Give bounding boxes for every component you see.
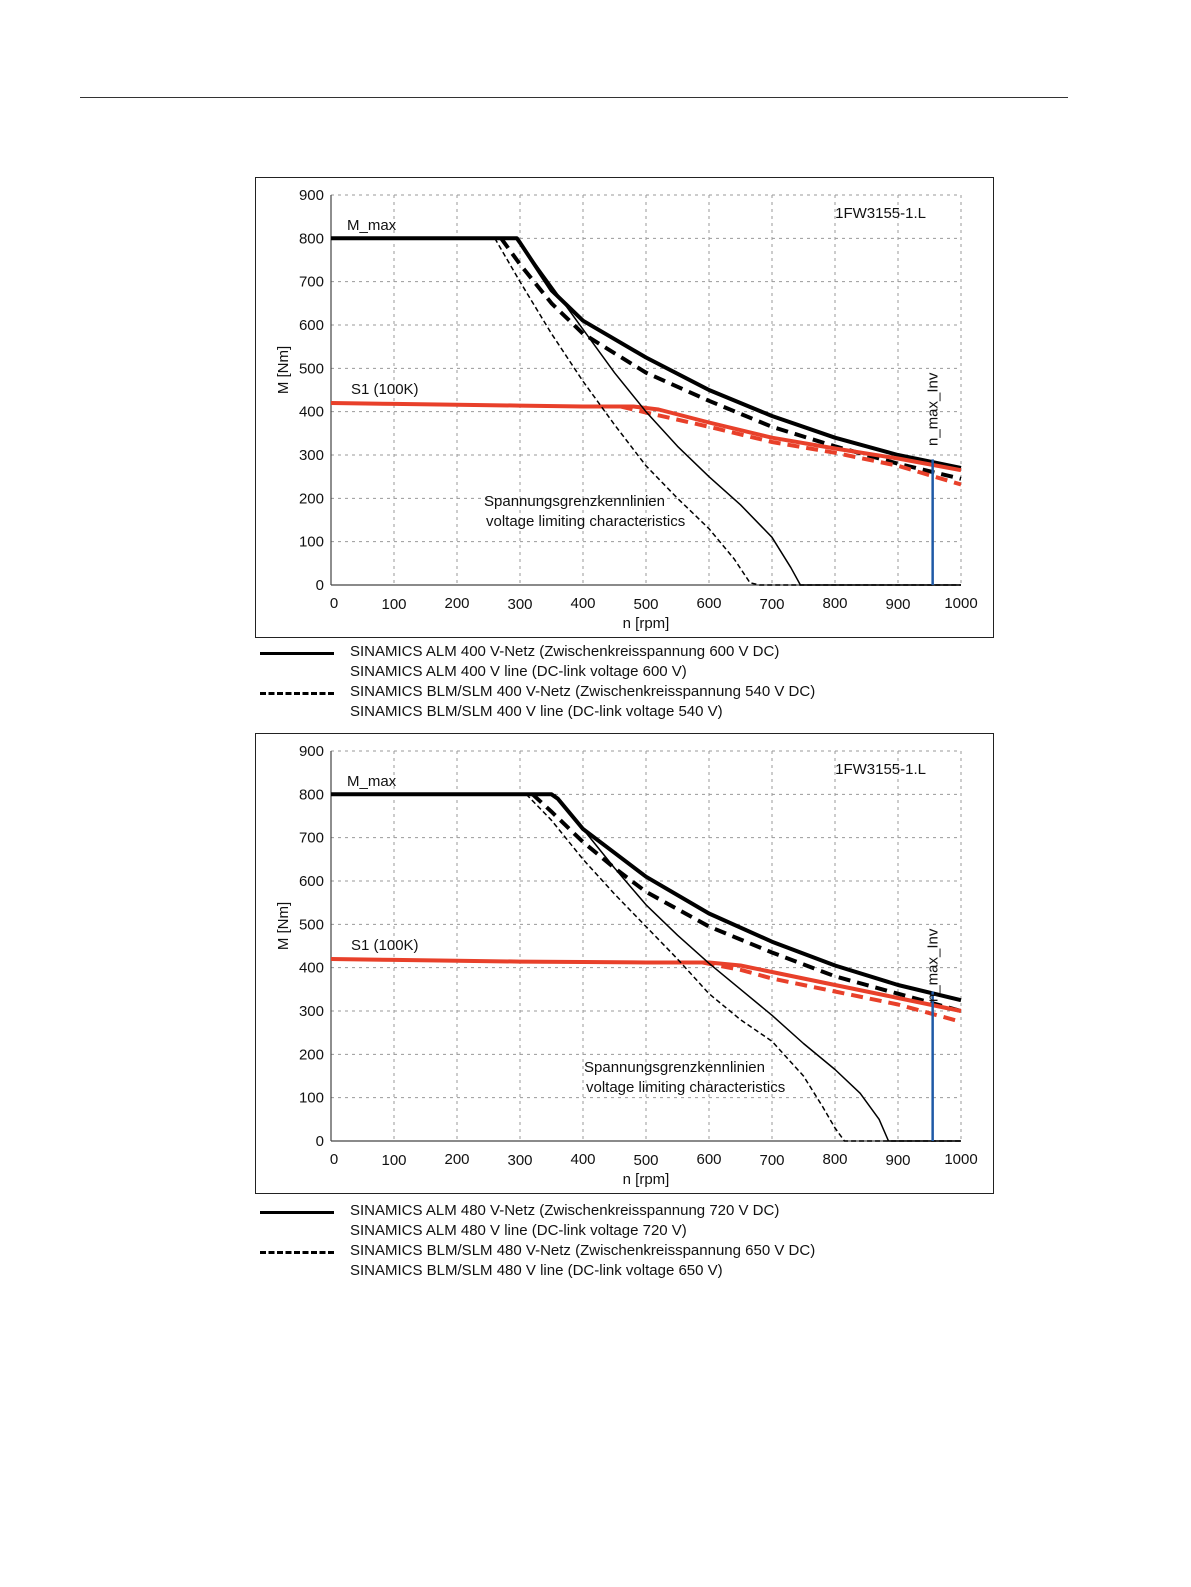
chart-legend-480v: SINAMICS ALM 480 V-Netz (Zwischenkreissp… [258,1201,958,1281]
x-tick-label: 500 [633,1152,658,1169]
n-max-label: n_max_Inv [925,372,942,446]
chart-svg: 0 100 200 300 400 500 600 700 800 900 1000 0 100 200 3… [275,743,978,1188]
x-tick-label: 300 [507,1152,532,1169]
legend-label-en: SINAMICS BLM/SLM 400 V line (DC-link vol… [350,703,723,720]
page-top-rule [80,97,1068,98]
series-blm-mmax [531,792,962,1013]
series-blm-s1 [702,960,962,1024]
series-alm-mmax [331,792,962,1003]
y-tick-label: 200 [299,1046,324,1063]
voltage-limit-label-en: voltage limiting characteristics [586,1079,785,1096]
legend-solid-line-icon [260,1211,334,1214]
y-tick-label: 100 [299,534,324,551]
legend-label-de: SINAMICS BLM/SLM 480 V-Netz (Zwischenkre… [350,1242,816,1259]
y-tick-label: 500 [299,360,324,377]
y-tick-label: 600 [299,317,324,334]
legend-entry-blm: SINAMICS BLM/SLM 480 V-Netz (Zwischenkre… [258,1241,958,1281]
x-tick-label: 200 [444,595,469,612]
y-tick-label: 700 [299,830,324,847]
x-tick-label: 0 [330,1151,338,1168]
series-alm-s1 [330,401,962,473]
y-tick-label: 900 [299,743,324,760]
x-tick-label: 600 [696,1151,721,1168]
y-axis-label: M [Nm] [275,346,292,394]
y-tick-label: 700 [299,274,324,291]
voltage-limit-label-de: Spannungsgrenzkennlinien [584,1059,765,1076]
y-tick-label: 400 [299,404,324,421]
x-tick-label: 600 [696,595,721,612]
torque-speed-chart-480v: 0 100 200 300 400 500 600 700 800 900 1000 0 100 200 3… [255,733,994,1194]
y-tick-label: 0 [316,1133,324,1150]
legend-entry-alm: SINAMICS ALM 480 V-Netz (Zwischenkreissp… [258,1201,958,1241]
x-axis-label: n [rpm] [623,615,670,632]
legend-label-de: SINAMICS ALM 480 V-Netz (Zwischenkreissp… [350,1202,780,1219]
series-blm-vlim [494,237,961,586]
legend-dashed-line-icon [260,1251,334,1254]
y-tick-label: 200 [299,490,324,507]
voltage-limit-label-en: voltage limiting characteristics [486,513,685,530]
y-tick-label: 600 [299,873,324,890]
legend-entry-alm: SINAMICS ALM 400 V-Netz (Zwischenkreissp… [258,642,958,682]
m-max-label: M_max [347,773,397,790]
x-tick-label: 200 [444,1151,469,1168]
y-axis-label: M [Nm] [275,902,292,950]
s1-label: S1 (100K) [351,937,419,954]
x-tick-label: 1000 [944,595,977,612]
x-tick-label: 400 [570,1151,595,1168]
series-alm-s1 [330,957,962,1013]
chart-legend-400v: SINAMICS ALM 400 V-Netz (Zwischenkreissp… [258,642,958,722]
x-tick-label: 700 [759,596,784,613]
chart-title: 1FW3155-1.L [835,761,926,778]
x-tick-label: 900 [885,1152,910,1169]
legend-label-en: SINAMICS ALM 400 V line (DC-link voltage… [350,663,687,680]
y-tick-label: 800 [299,230,324,247]
x-tick-label: 100 [381,596,406,613]
y-tick-label: 0 [316,577,324,594]
legend-dashed-line-icon [260,692,334,695]
x-tick-label: 1000 [944,1151,977,1168]
y-tick-label: 300 [299,447,324,464]
series-blm-vlim [525,793,961,1142]
x-tick-label: 0 [330,595,338,612]
y-tick-label: 400 [299,960,324,977]
x-tick-label: 100 [381,1152,406,1169]
legend-solid-line-icon [260,652,334,655]
series-blm-mmax [499,237,962,481]
x-tick-label: 900 [885,596,910,613]
s1-label: S1 (100K) [351,381,419,398]
n-max-label: n_max_Inv [925,928,942,1002]
legend-label-en: SINAMICS ALM 480 V line (DC-link voltage… [350,1222,687,1239]
y-tick-label: 900 [299,187,324,204]
y-tick-label: 800 [299,786,324,803]
y-tick-label: 500 [299,916,324,933]
chart-svg: 0 100 200 300 400 500 600 700 800 900 1000 0 100 200 3… [275,187,978,632]
x-tick-label: 700 [759,1152,784,1169]
x-axis-label: n [rpm] [623,1171,670,1188]
series-blm-s1 [620,404,962,487]
x-tick-label: 800 [822,595,847,612]
legend-label-de: SINAMICS ALM 400 V-Netz (Zwischenkreissp… [350,643,780,660]
chart-title: 1FW3155-1.L [835,205,926,222]
series-alm-vlim [554,793,961,1142]
legend-label-de: SINAMICS BLM/SLM 400 V-Netz (Zwischenkre… [350,683,816,700]
legend-entry-blm: SINAMICS BLM/SLM 400 V-Netz (Zwischenkre… [258,682,958,722]
x-tick-label: 400 [570,595,595,612]
m-max-label: M_max [347,217,397,234]
legend-label-en: SINAMICS BLM/SLM 480 V line (DC-link vol… [350,1262,723,1279]
torque-speed-chart-400v: 0 100 200 300 400 500 600 700 800 900 1000 0 100 200 3… [255,177,994,638]
voltage-limit-label-de: Spannungsgrenzkennlinien [484,493,665,510]
y-tick-label: 100 [299,1090,324,1107]
x-tick-label: 500 [633,596,658,613]
x-tick-label: 300 [507,596,532,613]
y-tick-label: 300 [299,1003,324,1020]
x-tick-label: 800 [822,1151,847,1168]
